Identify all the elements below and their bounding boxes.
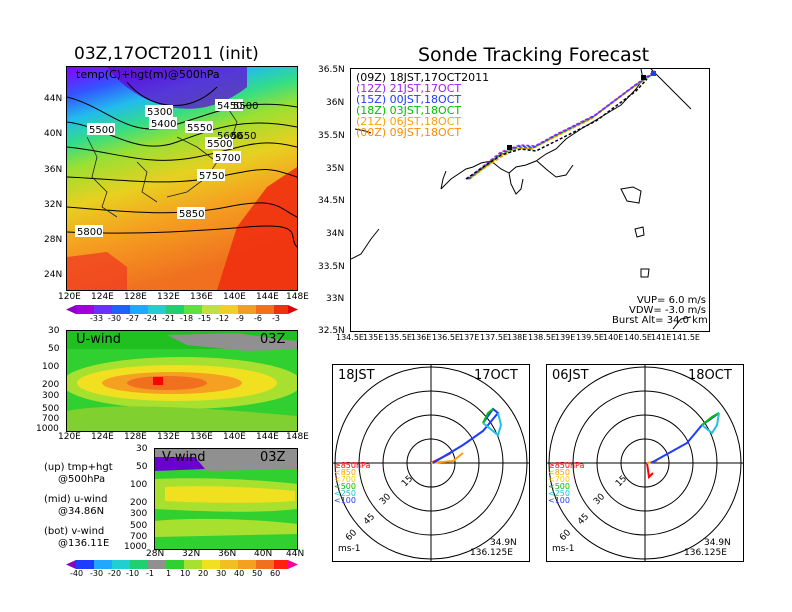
hodo2-lat: 34.9N: [704, 538, 731, 548]
temp-hgt-map: 5300 5400 5500 5450 5500 5500 5550 5600 …: [66, 66, 298, 291]
contour-label: 5750: [199, 171, 224, 182]
hodograph-1: 15 30 45 60: [332, 364, 530, 562]
legend-line: (mid) u-wind: [44, 494, 108, 505]
hodo1-date: 17OCT: [474, 368, 518, 383]
lon-tick: 140E: [223, 292, 246, 302]
lat-tick: 33N: [326, 294, 345, 304]
svg-text:15: 15: [400, 474, 415, 489]
lon-tick: 132E: [157, 292, 180, 302]
contour-label: 5500: [89, 125, 114, 136]
right-title: Sonde Tracking Forecast: [418, 44, 650, 66]
hodo1-levels: ≥850hPa <850 <700 <500 <250 <100: [334, 461, 371, 505]
contour-label: 5500: [233, 101, 258, 112]
lat-tick: 33.5N: [318, 262, 345, 272]
lat-tick: 28N: [44, 235, 63, 245]
legend-line: (up) tmp+hgt: [44, 462, 113, 473]
contour-label: 5400: [151, 119, 176, 130]
p-tick: 50: [136, 462, 148, 472]
contour-label: 5550: [187, 123, 212, 134]
lat-tick: 35.5N: [318, 131, 345, 141]
hodo2-date: 18OCT: [688, 368, 732, 383]
lat-tick: 36N: [44, 165, 63, 175]
hodo1-lon: 136.125E: [470, 548, 513, 558]
map-label: temp(C)+hgt(m)@500hPa: [76, 68, 220, 81]
p-tick: 50: [48, 344, 60, 354]
contour-label: 5700: [215, 153, 240, 164]
p-tick: 30: [136, 444, 148, 454]
lon-tick: 144E: [256, 292, 279, 302]
u-wind-panel: [66, 330, 298, 432]
p-tick: 100: [130, 480, 148, 490]
u-wind-time: 03Z: [260, 332, 286, 347]
hodo2-levels: ≥850hPa <850 <700 <500 <250 <100: [548, 461, 585, 505]
p-tick: 100: [42, 362, 60, 372]
u-wind-title: U-wind: [76, 332, 121, 347]
lon-tick: 128E: [124, 292, 147, 302]
p-tick: 200: [130, 498, 148, 508]
v-wind-time: 03Z: [260, 450, 286, 465]
svg-text:60: 60: [344, 528, 359, 543]
legend-line: @500hPa: [58, 474, 106, 485]
svg-text:45: 45: [576, 512, 591, 527]
hodo1-units: ms-1: [338, 544, 361, 554]
p-tick: 700: [42, 414, 60, 424]
contour-label: 5850: [179, 209, 204, 220]
svg-text:15: 15: [614, 474, 629, 489]
hodo2-units: ms-1: [552, 544, 575, 554]
left-title: 03Z,17OCT2011 (init): [74, 44, 259, 64]
v-wind-title: V-wind: [162, 450, 206, 465]
contour-label: 5500: [207, 139, 232, 150]
lat-tick: 40N: [44, 129, 63, 139]
contour-label: 5800: [77, 227, 102, 238]
lon-tick: 136E: [190, 292, 213, 302]
p-tick: 300: [42, 391, 60, 401]
lat-tick: 35N: [326, 164, 345, 174]
contour-label: 5300: [147, 107, 172, 118]
wind-colorbar: -40 -30 -20 -10 -1 1 10 20 30 40 50 60: [66, 560, 298, 582]
svg-text:30: 30: [592, 492, 607, 507]
lat-tick: 34.5N: [318, 196, 345, 206]
p-tick: 200: [42, 380, 60, 390]
legend-line: (bot) v-wind: [44, 526, 105, 537]
lat-tick: 24N: [44, 270, 63, 280]
svg-text:45: 45: [362, 512, 377, 527]
p-tick: 1000: [36, 424, 59, 434]
lat-tick: 44N: [44, 94, 63, 104]
lon-tick: 124E: [91, 292, 114, 302]
hodo1-time: 18JST: [338, 368, 375, 383]
legend-line: @34.86N: [58, 506, 105, 517]
lat-tick: 36N: [326, 98, 345, 108]
p-tick: 500: [130, 521, 148, 531]
lat-tick: 36.5N: [318, 65, 345, 75]
params: VUP= 6.0 m/s VDW= -3.0 m/s Burst Alt= 34…: [612, 295, 708, 326]
contour-label: 5450: [217, 101, 242, 112]
p-tick: 300: [130, 509, 148, 519]
hodo2-lon: 136.125E: [684, 548, 727, 558]
lat-tick: 32.5N: [318, 326, 345, 336]
temp-colorbar: -33 -30 -27 -24 -21 -18 -15 -12 -9 -6 -3: [66, 305, 298, 325]
p-tick: 30: [48, 326, 60, 336]
p-tick: 500: [42, 404, 60, 414]
hodo2-time: 06JST: [552, 368, 589, 383]
lat-tick: 34N: [326, 229, 345, 239]
p-tick: 700: [130, 532, 148, 542]
hodo1-lat: 34.9N: [490, 538, 517, 548]
hodograph-2: 15 30 45 60: [546, 364, 744, 562]
tracking-map: [350, 68, 710, 332]
svg-text:30: 30: [378, 492, 393, 507]
v-wind-panel: [154, 448, 298, 550]
contour-label: 5650: [231, 131, 256, 142]
lon-tick: 148E: [286, 292, 309, 302]
legend-line: @136.11E: [58, 538, 110, 549]
contour-label: 5600: [217, 131, 242, 142]
run-list: (09Z) 18JST,17OCT2011 (12Z) 21JST,17OCT …: [356, 71, 490, 139]
svg-text:60: 60: [558, 528, 573, 543]
lon-tick: 120E: [58, 292, 81, 302]
p-tick: 1000: [124, 542, 147, 552]
lat-tick: 32N: [44, 200, 63, 210]
